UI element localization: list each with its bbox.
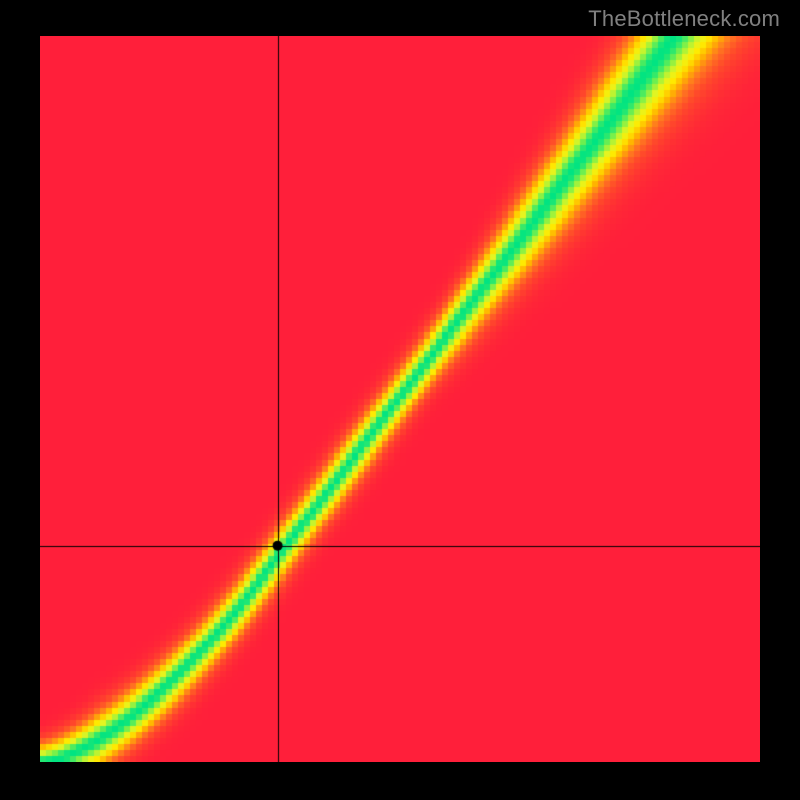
watermark-text: TheBottleneck.com	[588, 6, 780, 32]
bottleneck-heatmap	[40, 36, 760, 762]
